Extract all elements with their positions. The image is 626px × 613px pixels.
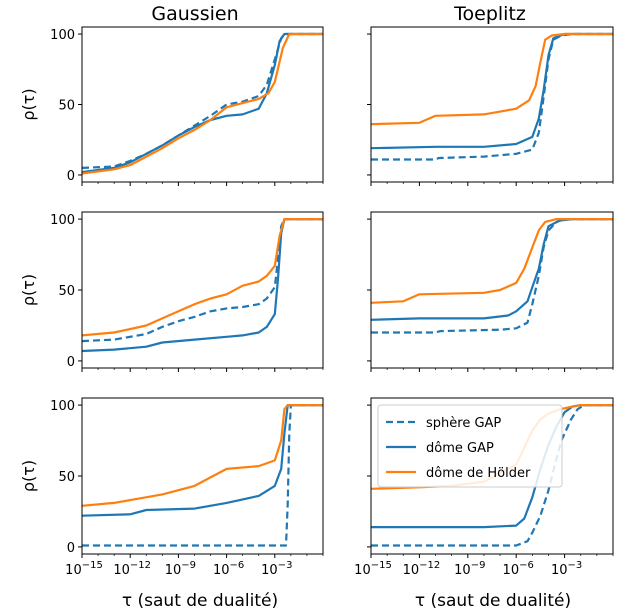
- series-line-d-me-de-h-lder: [81, 32, 323, 175]
- x-axis-label-right: τ (saut de dualité): [415, 591, 571, 611]
- legend: sphère GAP dôme GAP dôme de Hölder: [377, 404, 563, 488]
- legend-box: [377, 404, 563, 488]
- series-line-d-me-de-h-lder: [370, 32, 613, 126]
- axes-frame: [81, 26, 324, 183]
- y-tick-label: 100: [50, 213, 75, 228]
- panel-r2-c1: 10−15 10−12 10−9 10−6 10−3 sphère GAP dôme GAP…: [354, 397, 614, 578]
- series-line-d-me-gap: [81, 404, 323, 517]
- x-tick-label: 10−3: [261, 560, 292, 578]
- panel-r0-c1: [367, 26, 614, 186]
- series-line-d-me-de-h-lder: [81, 404, 323, 507]
- y-tick-label: 0: [67, 541, 75, 556]
- panel-r0-c0: 0 50 100 ρ(τ): [19, 26, 324, 186]
- series-line-sph-re-gap: [371, 32, 613, 161]
- series-line-sph-re-gap: [81, 32, 323, 169]
- panel-r1-c0: 0 50 100 ρ(τ): [19, 211, 324, 372]
- series-line-d-me-gap: [81, 32, 323, 174]
- y-tick-label: 50: [58, 470, 75, 485]
- y-tick-label: 50: [58, 99, 75, 114]
- series-line-sph-re-gap: [371, 404, 613, 547]
- x-tick-label: 10−15: [65, 560, 103, 578]
- column-title-toeplitz: Toeplitz: [453, 3, 526, 25]
- x-tick-label: 10−6: [213, 560, 244, 578]
- column-title-gaussien: Gaussien: [151, 3, 238, 25]
- y-axis-label: ρ(τ): [19, 274, 38, 306]
- y-tick-label: 0: [67, 169, 75, 184]
- y-axis-label: ρ(τ): [19, 460, 38, 492]
- x-tick-label: 10−9: [165, 560, 196, 578]
- legend-label: dôme GAP: [426, 441, 494, 456]
- x-tick-label: 10−6: [503, 560, 534, 578]
- series-line-sph-re-gap: [81, 218, 323, 343]
- panel-r2-c0: 10−15 10−12 10−9 10−6 10−3 0 50 100 ρ(τ): [19, 397, 324, 578]
- y-tick-label: 100: [50, 28, 75, 43]
- x-tick-label: 10−9: [454, 560, 485, 578]
- axes-frame: [370, 211, 614, 369]
- x-tick-label: 10−12: [113, 560, 151, 578]
- y-tick-label: 50: [58, 284, 75, 299]
- legend-label: dôme de Hölder: [426, 466, 531, 481]
- x-tick-label: 10−15: [354, 560, 392, 578]
- y-axis-label: ρ(τ): [19, 88, 38, 120]
- x-tick-label: 10−12: [403, 560, 441, 578]
- x-tick-label: 10−3: [551, 560, 582, 578]
- panel-r1-c1: [367, 211, 614, 372]
- series-line-d-me-de-h-lder: [370, 218, 613, 304]
- x-axis-label-left: τ (saut de dualité): [122, 591, 278, 611]
- axes-frame: [81, 211, 324, 369]
- series-line-sph-re-gap: [82, 404, 323, 547]
- series-line-d-me-gap: [81, 218, 323, 353]
- legend-label: sphère GAP: [426, 416, 501, 431]
- series-line-sph-re-gap: [371, 218, 613, 334]
- series-line-d-me-gap: [370, 218, 613, 321]
- series-line-d-me-de-h-lder: [81, 218, 323, 337]
- series-line-d-me-gap: [370, 32, 613, 150]
- y-tick-label: 100: [50, 399, 75, 414]
- y-tick-label: 0: [67, 355, 75, 370]
